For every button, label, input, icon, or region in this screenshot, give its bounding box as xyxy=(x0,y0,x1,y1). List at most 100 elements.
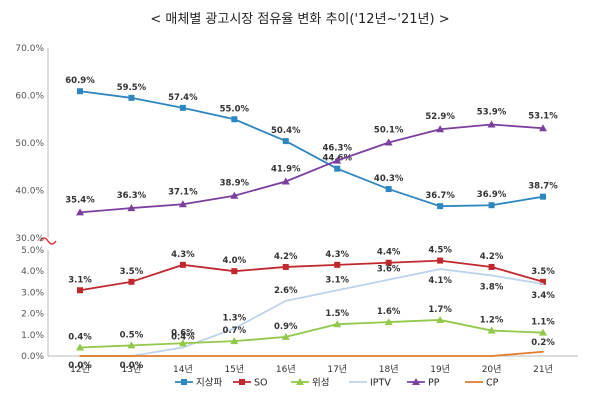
series-line xyxy=(80,350,544,357)
data-label: 60.9% xyxy=(65,76,95,86)
lower-y-tick-label: 1.0% xyxy=(21,331,44,341)
data-label: 0.5% xyxy=(120,330,144,340)
x-tick-label: 18년 xyxy=(379,364,399,375)
data-label: 53.9% xyxy=(477,107,507,117)
series-point xyxy=(178,200,187,208)
data-label: 46.3% xyxy=(322,144,352,154)
legend-label: CP xyxy=(486,378,499,389)
series-point xyxy=(178,339,187,347)
upper-y-tick-label: 60.0% xyxy=(15,92,44,102)
series-point xyxy=(284,300,287,302)
lower-y-tick-label: 5.0% xyxy=(21,246,44,256)
series-point xyxy=(439,268,441,270)
data-label: 4.1% xyxy=(428,276,452,286)
data-label: 1.6% xyxy=(377,307,401,317)
series-point xyxy=(488,202,495,209)
data-label: 3.6% xyxy=(377,265,401,275)
data-label: 3.5% xyxy=(120,267,144,277)
series-line xyxy=(79,123,544,214)
series-point xyxy=(284,355,287,357)
series-point xyxy=(281,332,290,340)
series-point xyxy=(487,120,496,128)
series-point xyxy=(387,355,390,357)
series-point xyxy=(385,259,392,266)
series-point xyxy=(334,261,341,268)
data-label: 36.7% xyxy=(425,191,455,201)
series-point xyxy=(77,287,83,294)
series-point xyxy=(230,337,239,345)
data-label: 50.4% xyxy=(271,126,301,136)
data-label: 1.7% xyxy=(428,305,452,315)
data-label: 4.3% xyxy=(171,250,195,260)
data-label: 38.7% xyxy=(528,182,558,192)
series-point xyxy=(231,116,238,123)
x-tick-label: 15년 xyxy=(224,364,244,375)
legend-marker xyxy=(181,379,187,385)
data-label: 0.4% xyxy=(171,333,195,343)
series-point xyxy=(76,343,84,351)
x-tick-label: 19년 xyxy=(430,364,450,375)
series-point xyxy=(233,355,236,357)
data-label: 4.2% xyxy=(274,252,298,262)
data-label: 36.3% xyxy=(117,191,147,201)
data-label: 3.1% xyxy=(68,275,92,285)
x-tick-label: 21년 xyxy=(533,364,553,375)
data-label: 35.4% xyxy=(65,195,95,205)
data-label: 1.5% xyxy=(325,309,349,319)
lower-y-tick-label: 0.0% xyxy=(21,352,44,362)
x-tick-label: 17년 xyxy=(327,364,347,375)
series-point xyxy=(130,355,133,357)
series-point xyxy=(336,289,339,292)
series-point xyxy=(76,208,84,216)
data-label: 38.9% xyxy=(220,179,250,189)
lower-y-tick-label: 2.0% xyxy=(21,310,44,320)
series-point xyxy=(233,327,236,330)
data-label: 3.4% xyxy=(531,291,555,301)
data-label: 1.2% xyxy=(480,316,504,326)
series-line xyxy=(79,259,544,292)
data-label: 1.3% xyxy=(223,313,247,323)
series-point xyxy=(385,186,392,193)
data-label: 0.4% xyxy=(68,333,92,343)
data-label: 50.1% xyxy=(374,126,404,136)
series-point xyxy=(490,355,493,357)
data-label: 1.1% xyxy=(531,318,555,328)
upper-y-tick-label: 40.0% xyxy=(15,187,44,197)
series-point xyxy=(182,355,184,357)
series-point xyxy=(179,261,186,268)
series-point xyxy=(488,263,495,270)
data-label: 0.2% xyxy=(531,338,555,348)
series-point xyxy=(540,193,546,200)
legend-label: IPTV xyxy=(370,378,391,389)
legend-label: 위성 xyxy=(312,377,329,389)
series-point xyxy=(487,326,496,334)
data-label: 4.0% xyxy=(223,256,247,266)
data-label: 0.6% xyxy=(171,328,195,338)
axis-break-icon xyxy=(39,237,57,245)
series-point xyxy=(542,283,544,285)
series-point xyxy=(182,346,184,349)
upper-y-tick-label: 70.0% xyxy=(15,44,44,54)
series-point xyxy=(282,263,289,270)
series-point xyxy=(490,274,493,277)
data-label: 36.9% xyxy=(477,190,507,200)
data-label: 3.8% xyxy=(480,282,504,292)
series-point xyxy=(436,125,445,133)
data-label: 0.9% xyxy=(274,322,298,332)
series-point xyxy=(437,257,444,264)
series-point xyxy=(336,355,339,357)
series-point xyxy=(179,104,186,111)
data-label: 3.5% xyxy=(531,267,555,277)
data-label: 55.0% xyxy=(220,104,250,114)
series-point xyxy=(231,268,238,275)
series-point xyxy=(540,278,546,285)
series-point xyxy=(436,315,445,323)
series-line xyxy=(80,268,544,357)
data-label: 40.3% xyxy=(374,174,404,184)
series-point xyxy=(384,318,393,326)
series-point xyxy=(77,88,83,95)
series-point xyxy=(333,320,342,328)
series-point xyxy=(128,94,135,101)
